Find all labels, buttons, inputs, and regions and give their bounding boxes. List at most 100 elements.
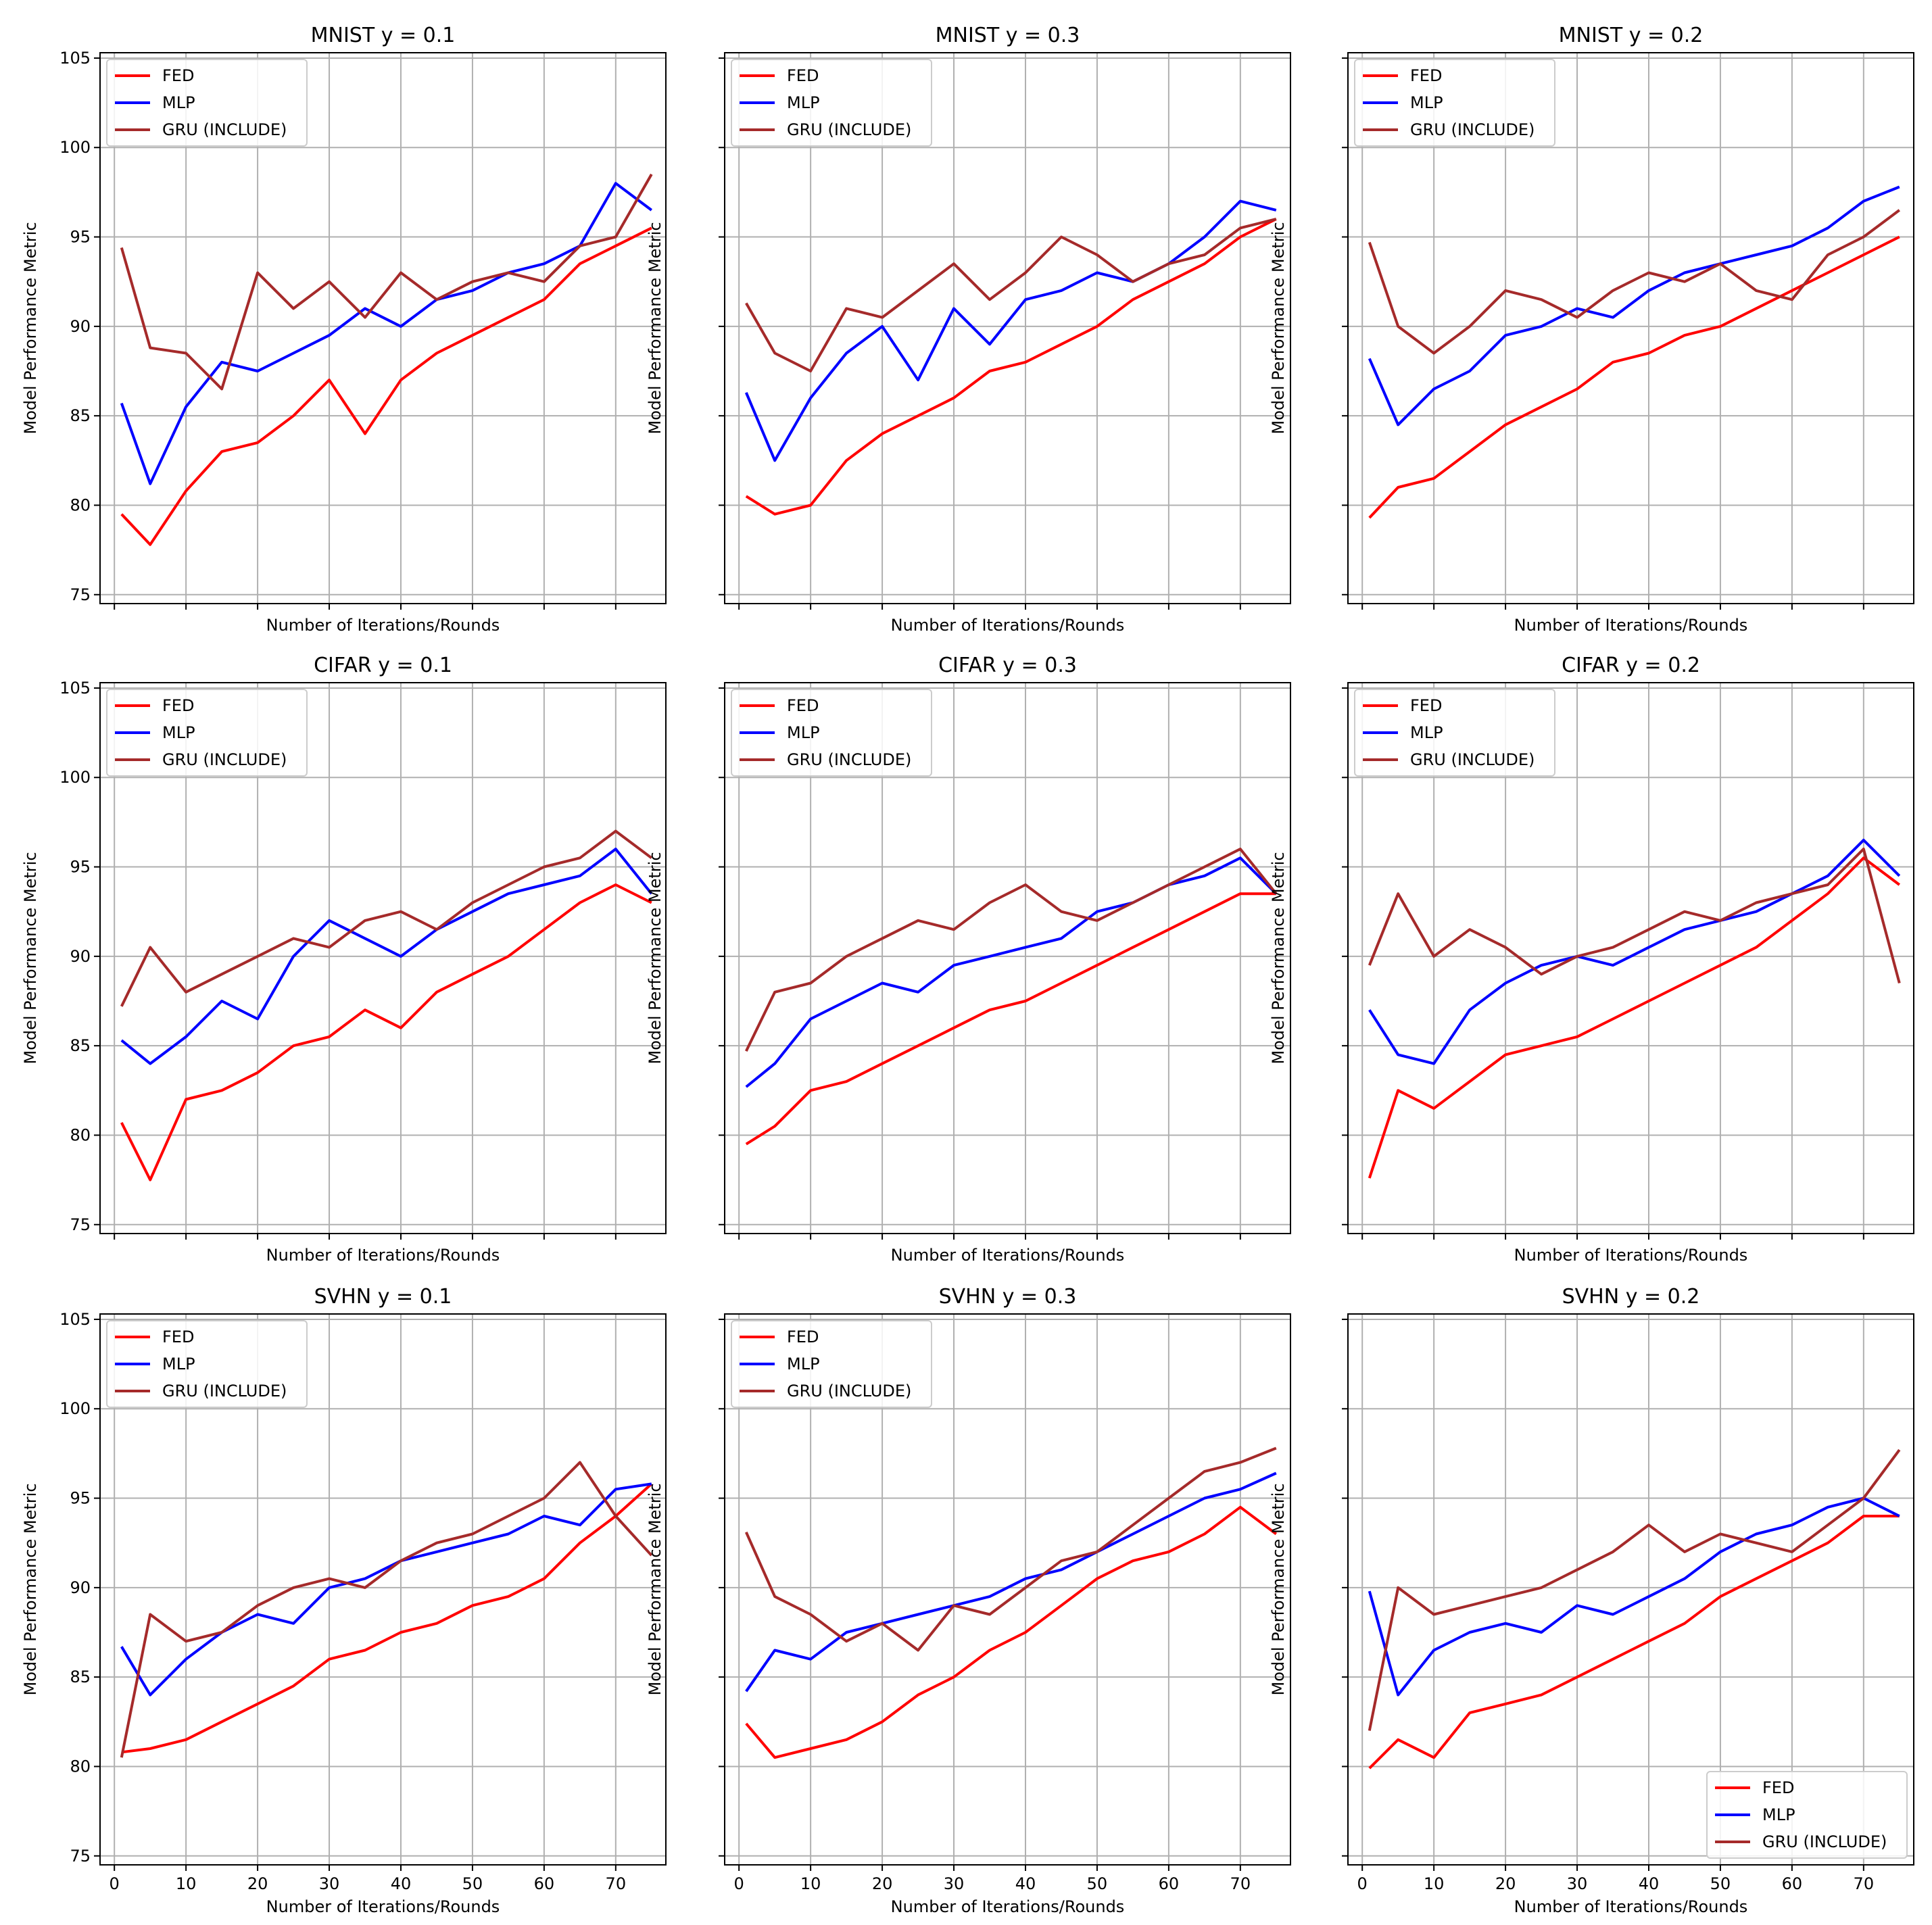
x-axis-label: Number of Iterations/Rounds [891,1246,1125,1265]
y-tick-label: 85 [70,1667,91,1686]
legend-box [106,689,308,777]
y-axis-label: Model Performance Metric [21,222,40,434]
x-tick-label: 60 [534,1874,555,1893]
x-tick-label: 20 [872,1874,893,1893]
series-line-gru-include [120,173,653,391]
y-tick-label: 75 [70,1847,91,1866]
x-tick-label: 20 [247,1874,268,1893]
legend-label: FED [1410,66,1442,85]
legend-label: GRU (INCLUDE) [1410,750,1535,769]
x-tick-label: 40 [391,1874,412,1893]
series-line-mlp [744,199,1277,462]
legend-box [106,59,308,147]
series-line-fed [1368,235,1900,519]
x-tick-label: 0 [1357,1874,1368,1893]
subplot-svhn-0_1: 0 10 20 30 40 50 60 70 75 80 85 90 95 100 105 SVHN y = … [21,1285,667,1916]
x-tick-label: 60 [1782,1874,1803,1893]
series-line-fed [745,218,1277,516]
series-line-fed [120,883,652,1181]
x-tick-label: 40 [1639,1874,1660,1893]
legend-label: GRU (INCLUDE) [1410,120,1535,139]
x-axis-label: Number of Iterations/Rounds [266,1897,500,1916]
x-axis-label: Number of Iterations/Rounds [891,1897,1125,1916]
legend-label: MLP [162,723,195,742]
subplot-cifar-0_1: 75 80 85 90 95 100 105 CIFAR y = 0.1 Number of I… [21,654,667,1265]
legend-label: MLP [1410,723,1443,742]
x-tick-label: 50 [462,1874,483,1893]
plot-frame [724,1313,1291,1866]
x-tick-label: 70 [1230,1874,1251,1893]
subplot-svhn-0_2: 0 10 20 30 40 50 60 70 SVHN y = 0.2 Number of Ite… [1269,1285,1914,1916]
legend-label: GRU (INCLUDE) [787,120,911,139]
x-tick-label: 20 [1495,1874,1516,1893]
subplot-svhn-0_3: 0 10 20 30 40 50 60 70 SVHN y = 0.3 Number of Ite… [646,1285,1291,1916]
series-line-gru-include [1368,209,1900,355]
y-tick-label: 75 [70,1215,91,1234]
x-axis-label: Number of Iterations/Rounds [266,1246,500,1265]
chart-title: CIFAR y = 0.3 [938,654,1077,677]
legend-box [1354,689,1555,777]
series-line-mlp [1368,185,1900,427]
y-tick-label: 95 [70,858,91,877]
legend-label: GRU (INCLUDE) [787,1382,911,1400]
legend-label: FED [162,696,194,715]
legend-label: FED [787,66,819,85]
x-tick-label: 10 [176,1874,197,1893]
x-tick-label: 30 [319,1874,340,1893]
series-line-mlp [1368,838,1901,1065]
subplot-mnist-0_1: 75 80 85 90 95 100 105 MNIST y = 0.1 Number of I… [21,24,667,635]
plot-frame [1347,1313,1914,1866]
y-tick-label: 75 [70,585,91,604]
y-axis-label: Model Performance Metric [646,222,665,434]
x-axis-label: Number of Iterations/Rounds [266,616,500,635]
y-tick-label: 85 [70,1036,91,1055]
legend: FED MLP GRU (INCLUDE) [1706,1771,1908,1859]
x-tick-label: 10 [1424,1874,1445,1893]
series-line-gru-include [1368,848,1901,984]
legend-label: MLP [1762,1805,1795,1824]
y-tick-label: 100 [59,138,91,157]
legend-label: GRU (INCLUDE) [162,1382,287,1400]
plot-frame [99,52,667,604]
subplot-cifar-0_2: CIFAR y = 0.2 Number of Iterations/Rounds… [1269,654,1914,1265]
y-axis-label: Model Performance Metric [21,852,40,1064]
x-axis-label: Number of Iterations/Rounds [1514,1246,1748,1265]
legend-box [731,1320,932,1408]
legend-label: GRU (INCLUDE) [162,750,287,769]
series-line-mlp [1368,1496,1900,1697]
y-axis-label: Model Performance Metric [1269,852,1288,1064]
chart-title: MNIST y = 0.3 [936,24,1080,47]
chart-title: SVHN y = 0.2 [1562,1285,1700,1309]
legend: FED MLP GRU (INCLUDE) [731,689,932,777]
y-tick-label: 80 [70,495,91,514]
legend-label: FED [787,696,819,715]
x-tick-label: 70 [606,1874,627,1893]
legend: FED MLP GRU (INCLUDE) [106,59,308,147]
legend-label: FED [162,66,194,85]
legend-label: GRU (INCLUDE) [787,750,911,769]
legend-box [106,1320,308,1408]
series-line-fed [745,1505,1277,1759]
plot-frame [724,682,1291,1234]
y-axis-label: Model Performance Metric [646,1483,665,1695]
legend-label: FED [1762,1778,1794,1797]
series-line-fed [745,892,1276,1146]
y-tick-label: 90 [70,1578,91,1597]
series-line-mlp [745,1471,1277,1692]
legend: FED MLP GRU (INCLUDE) [731,1320,932,1408]
y-tick-label: 105 [59,49,91,68]
y-tick-label: 95 [70,228,91,247]
x-tick-label: 50 [1087,1874,1108,1893]
y-tick-label: 105 [59,679,91,698]
x-axis-label: Number of Iterations/Rounds [1514,1897,1748,1916]
x-tick-label: 60 [1159,1874,1180,1893]
x-axis-label: Number of Iterations/Rounds [891,616,1125,635]
series-line-mlp [120,1482,652,1697]
series-line-gru-include [744,1446,1277,1652]
x-tick-label: 0 [110,1874,120,1893]
legend-label: MLP [1410,93,1443,112]
plot-frame [1347,682,1914,1234]
x-tick-label: 50 [1710,1874,1731,1893]
series-line-gru-include [1368,1448,1901,1731]
x-tick-label: 70 [1854,1874,1875,1893]
